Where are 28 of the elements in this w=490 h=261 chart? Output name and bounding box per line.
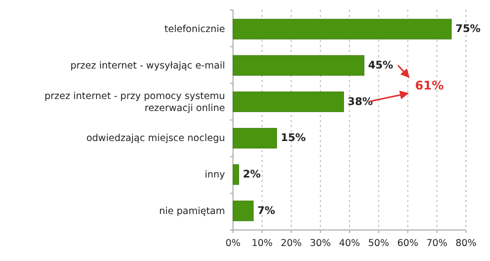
y-tick-label: przez internet - wysyłając e-mail [70, 60, 225, 71]
bar [232, 55, 364, 76]
x-tick-label: 10% [252, 238, 273, 249]
y-tick-label: telefonicznie [164, 24, 226, 35]
y-tick-label: odwiedzając miejsce noclegu [86, 132, 225, 144]
data-label: 75% [455, 23, 482, 36]
x-tick-label: 20% [280, 238, 302, 249]
x-tick-label: 50% [368, 238, 390, 249]
bar [232, 164, 240, 185]
bar [232, 92, 344, 112]
data-label: 7% [257, 204, 276, 217]
y-tick-label: przez internet - przy pomocy systemu rezerwacji online [44, 90, 226, 114]
x-tick-label: 70% [426, 238, 448, 249]
y-tick-label: nie pamiętam [159, 205, 225, 216]
x-tick-label: 0% [225, 238, 241, 249]
x-tick-label: 40% [338, 238, 360, 249]
data-label: 45% [368, 59, 394, 72]
annotation: 61% [415, 78, 444, 92]
x-tick-label: 60% [397, 238, 418, 249]
bar [232, 128, 277, 148]
bar [232, 200, 254, 222]
data-label: 15% [280, 132, 306, 144]
x-tick-label: 80% [455, 238, 477, 249]
y-tick-label: inny [204, 169, 226, 180]
x-tick-label: 30% [310, 238, 331, 249]
data-label: 38% [348, 96, 374, 108]
data-label: 2% [242, 168, 262, 181]
bar [232, 18, 452, 40]
